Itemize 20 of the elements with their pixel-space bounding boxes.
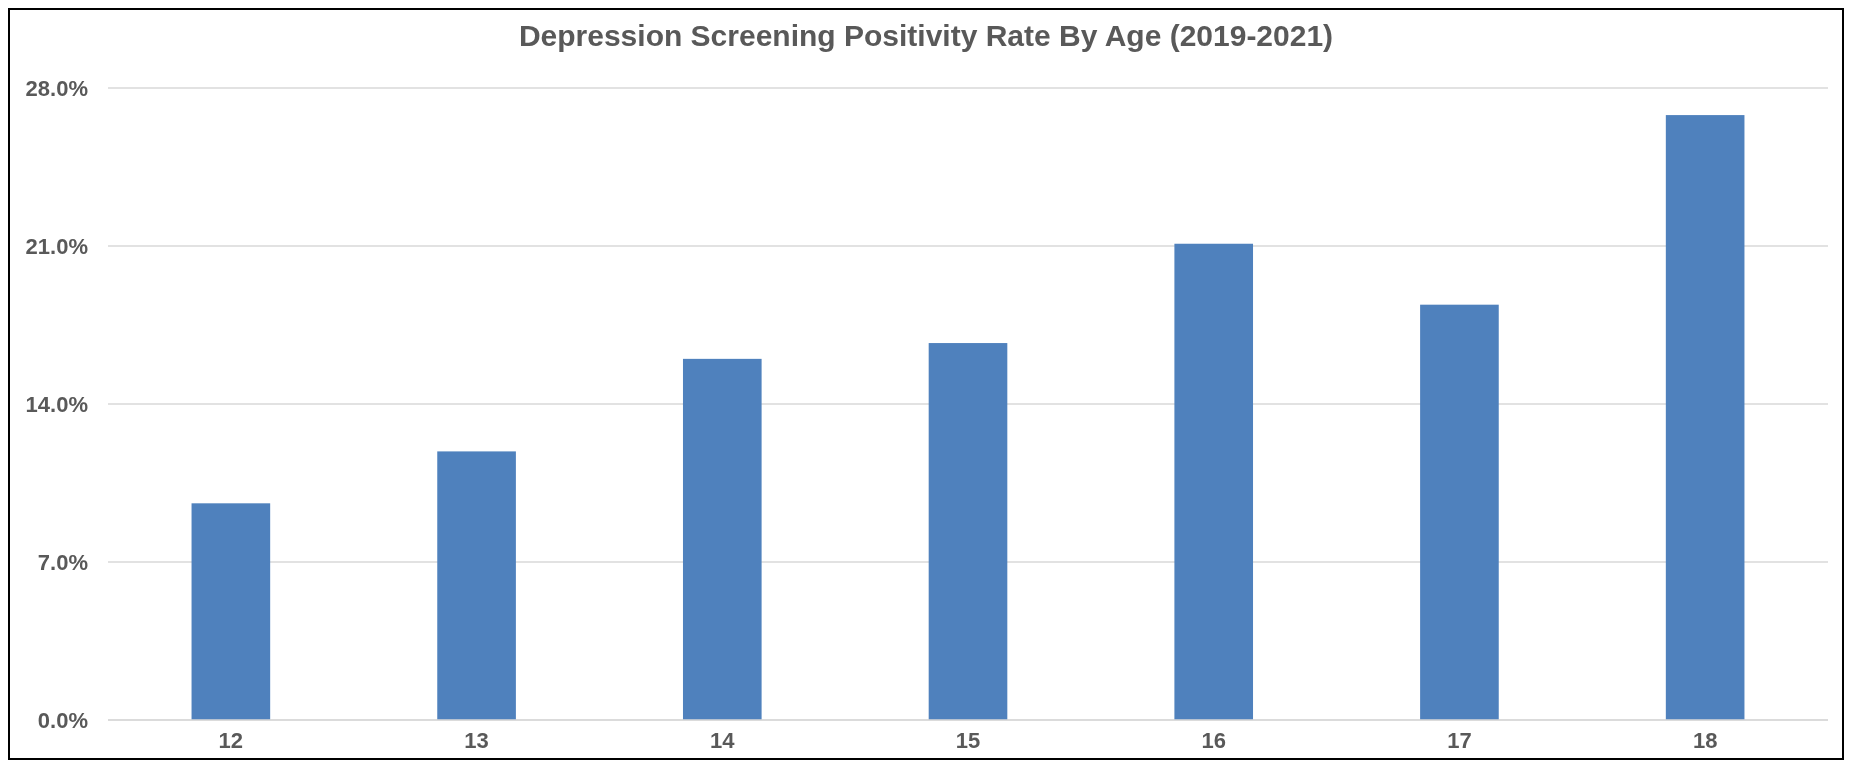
y-tick-label: 28.0%	[25, 75, 88, 101]
x-tick-label: 15	[955, 728, 981, 753]
chart-title: Depression Screening Positivity Rate By Age (2019-2021)	[518, 19, 1334, 52]
y-tick-label: 14.0%	[25, 391, 88, 417]
x-tick-label: 13	[464, 728, 489, 753]
x-tick-label: 16	[1201, 728, 1226, 753]
x-tick-label: 17	[1447, 728, 1472, 753]
y-tick-label: 21.0%	[25, 233, 88, 259]
bar	[928, 343, 1008, 720]
x-tick-label: 12	[218, 728, 244, 753]
bar	[1665, 115, 1745, 720]
bar	[191, 503, 271, 720]
x-tick-label: 18	[1692, 728, 1718, 753]
y-tick-label: 7.0%	[37, 549, 88, 575]
bar	[682, 358, 762, 720]
bar	[1174, 243, 1254, 720]
bar	[1420, 304, 1499, 720]
bar	[437, 451, 516, 720]
x-tick-label: 14	[710, 728, 736, 753]
y-tick-label: 0.0%	[37, 707, 88, 733]
